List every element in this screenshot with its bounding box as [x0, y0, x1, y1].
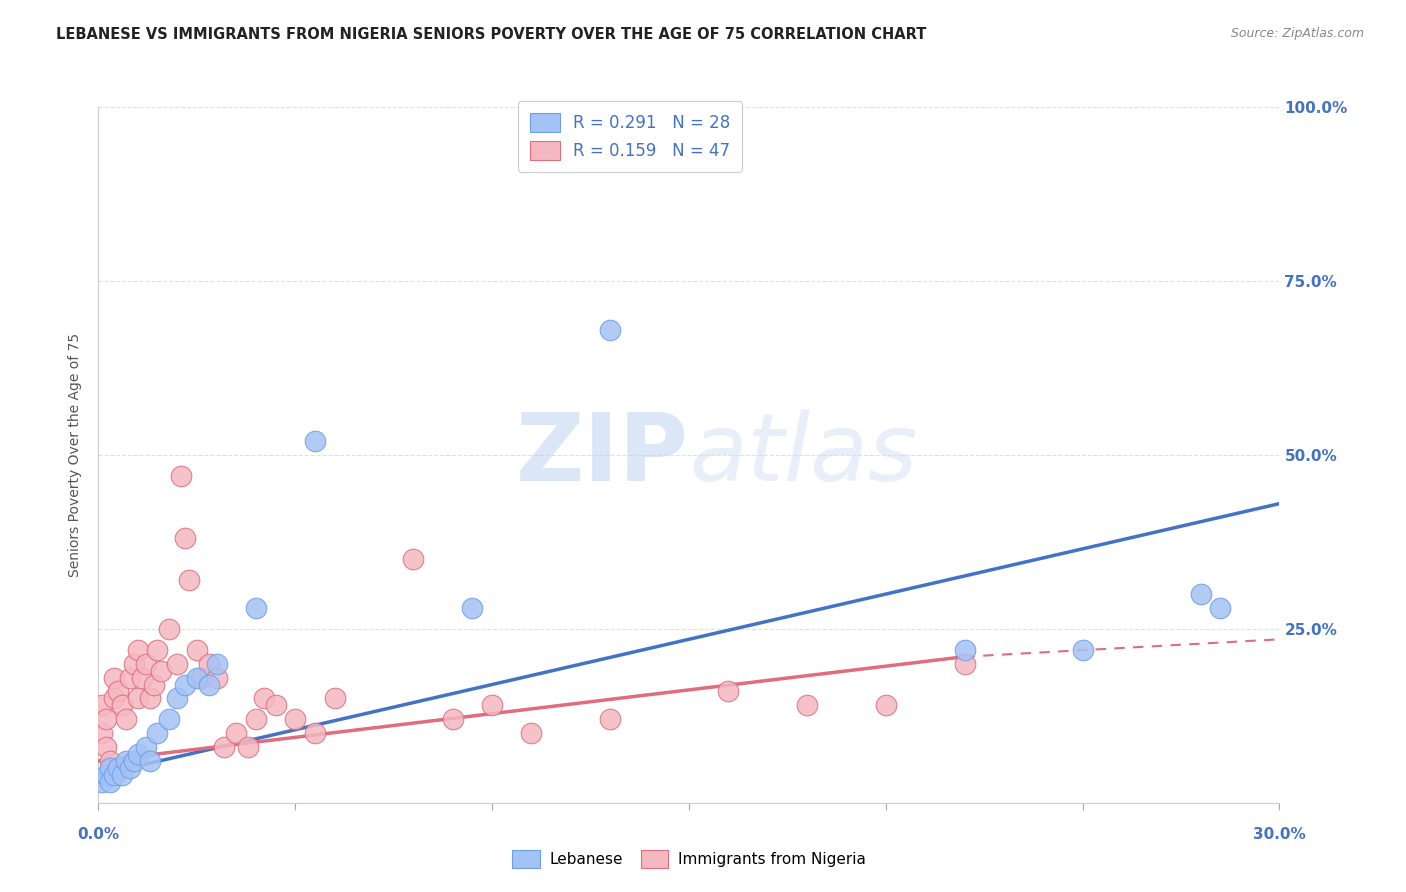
Point — [953, 642, 976, 657]
Point — [111, 768, 134, 782]
Point — [520, 726, 543, 740]
Point — [875, 698, 897, 713]
Point — [599, 712, 621, 726]
Point — [118, 671, 141, 685]
Point — [103, 768, 125, 782]
Point — [166, 657, 188, 671]
Point — [111, 698, 134, 713]
Point — [197, 677, 219, 691]
Point — [236, 740, 259, 755]
Point — [186, 642, 208, 657]
Legend: Lebanese, Immigrants from Nigeria: Lebanese, Immigrants from Nigeria — [505, 843, 873, 875]
Point — [131, 671, 153, 685]
Point — [127, 747, 149, 761]
Point — [91, 726, 114, 740]
Point — [96, 712, 118, 726]
Text: LEBANESE VS IMMIGRANTS FROM NIGERIA SENIORS POVERTY OVER THE AGE OF 75 CORRELATI: LEBANESE VS IMMIGRANTS FROM NIGERIA SENI… — [56, 27, 927, 42]
Point — [197, 657, 219, 671]
Point — [122, 657, 145, 671]
Point — [127, 642, 149, 657]
Legend: R = 0.291   N = 28, R = 0.159   N = 47: R = 0.291 N = 28, R = 0.159 N = 47 — [517, 102, 742, 171]
Y-axis label: Seniors Poverty Over the Age of 75: Seniors Poverty Over the Age of 75 — [69, 333, 83, 577]
Point — [284, 712, 307, 726]
Point — [214, 740, 236, 755]
Point — [115, 712, 138, 726]
Point — [157, 712, 180, 726]
Point — [186, 671, 208, 685]
Point — [91, 698, 114, 713]
Point — [264, 698, 287, 713]
Point — [441, 712, 464, 726]
Point — [599, 323, 621, 337]
Point — [157, 622, 180, 636]
Point — [402, 552, 425, 566]
Point — [953, 657, 976, 671]
Text: ZIP: ZIP — [516, 409, 689, 501]
Point — [107, 761, 129, 775]
Point — [174, 677, 197, 691]
Point — [142, 677, 165, 691]
Point — [1209, 601, 1232, 615]
Point — [304, 434, 326, 448]
Point — [205, 657, 228, 671]
Point — [107, 684, 129, 698]
Point — [177, 573, 200, 587]
Point — [122, 754, 145, 768]
Point — [138, 754, 160, 768]
Point — [98, 761, 121, 775]
Point — [138, 691, 160, 706]
Point — [481, 698, 503, 713]
Point — [96, 768, 118, 782]
Text: 30.0%: 30.0% — [1253, 827, 1306, 841]
Point — [103, 691, 125, 706]
Point — [118, 761, 141, 775]
Point — [1071, 642, 1094, 657]
Point — [170, 468, 193, 483]
Point — [717, 684, 740, 698]
Point — [245, 712, 267, 726]
Point — [205, 671, 228, 685]
Point — [91, 775, 114, 789]
Point — [253, 691, 276, 706]
Point — [96, 740, 118, 755]
Point — [796, 698, 818, 713]
Point — [146, 726, 169, 740]
Point — [127, 691, 149, 706]
Text: 0.0%: 0.0% — [77, 827, 120, 841]
Point — [225, 726, 247, 740]
Point — [166, 691, 188, 706]
Point — [150, 664, 173, 678]
Text: atlas: atlas — [689, 409, 917, 500]
Point — [98, 754, 121, 768]
Point — [190, 671, 212, 685]
Point — [98, 775, 121, 789]
Text: Source: ZipAtlas.com: Source: ZipAtlas.com — [1230, 27, 1364, 40]
Point — [103, 671, 125, 685]
Point — [135, 657, 157, 671]
Point — [1189, 587, 1212, 601]
Point — [146, 642, 169, 657]
Point — [115, 754, 138, 768]
Point — [461, 601, 484, 615]
Point — [304, 726, 326, 740]
Point — [174, 532, 197, 546]
Point — [323, 691, 346, 706]
Point — [245, 601, 267, 615]
Point — [135, 740, 157, 755]
